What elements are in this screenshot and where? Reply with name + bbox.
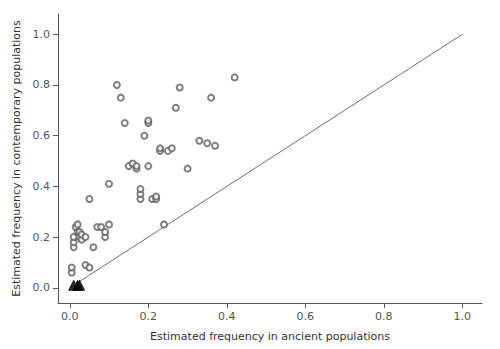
svg-text:0.8: 0.8 — [33, 78, 51, 91]
svg-text:1.0: 1.0 — [454, 310, 472, 323]
svg-text:0.8: 0.8 — [375, 310, 393, 323]
svg-text:0.4: 0.4 — [33, 180, 51, 193]
svg-text:0.6: 0.6 — [297, 310, 315, 323]
svg-text:Estimated frequency in ancient: Estimated frequency in ancient populatio… — [150, 330, 390, 343]
svg-text:0.0: 0.0 — [33, 281, 51, 294]
svg-text:0.6: 0.6 — [33, 129, 51, 142]
svg-text:0.2: 0.2 — [140, 310, 158, 323]
svg-text:Estimated frequency in contemp: Estimated frequency in contemporary popu… — [10, 20, 23, 297]
svg-text:0.0: 0.0 — [61, 310, 79, 323]
svg-text:0.2: 0.2 — [33, 231, 51, 244]
svg-text:1.0: 1.0 — [33, 28, 51, 41]
svg-text:0.4: 0.4 — [218, 310, 236, 323]
